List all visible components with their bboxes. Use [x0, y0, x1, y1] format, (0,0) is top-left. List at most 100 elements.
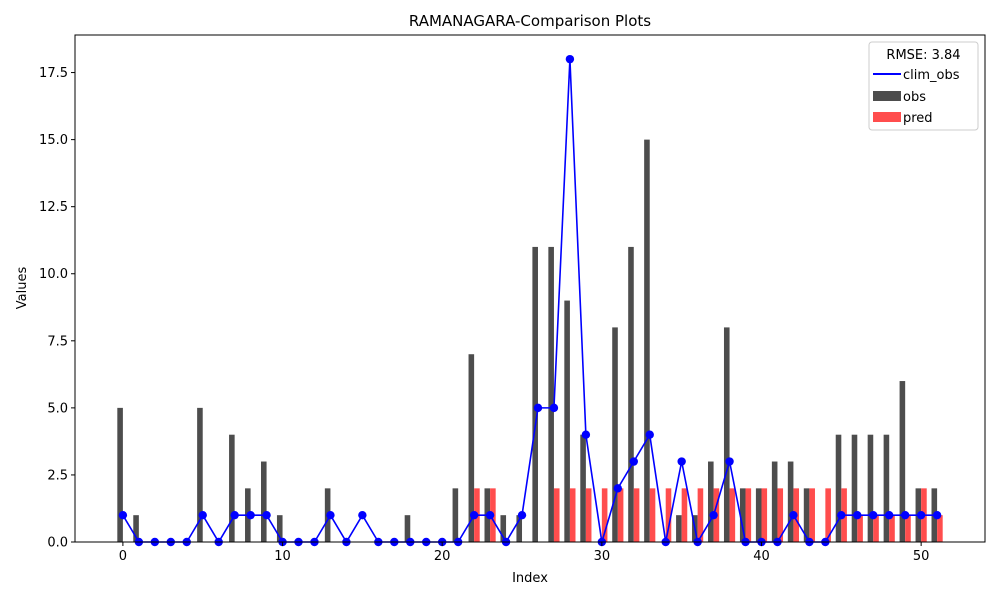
obs-bar: [835, 434, 842, 542]
obs-bar: [883, 434, 890, 542]
obs-bar: [676, 515, 682, 542]
obs-bar: [787, 461, 794, 542]
obs-bar: [612, 327, 618, 542]
clim-obs-point: [709, 510, 718, 520]
x-tick-label: 10: [274, 549, 291, 564]
clim-obs-point: [916, 510, 926, 520]
pred-bar: [809, 488, 815, 542]
obs-bar: [723, 327, 730, 542]
clim-obs-point: [613, 484, 623, 493]
obs-bar: [899, 381, 906, 542]
obs-bar: [532, 246, 538, 542]
clim-obs-point: [725, 457, 734, 466]
clim-obs-point: [885, 510, 894, 520]
clim-obs-point: [789, 510, 798, 520]
legend-title: RMSE: 3.84: [886, 48, 960, 63]
y-tick-label: 10.0: [39, 267, 68, 282]
clim-obs-point: [533, 403, 543, 413]
y-tick-label: 7.5: [47, 334, 68, 349]
x-tick-label: 50: [913, 549, 930, 564]
clim-obs-point: [549, 403, 559, 413]
y-tick-label: 17.5: [39, 66, 68, 81]
clim-obs-point: [198, 510, 207, 520]
clim-obs-point: [485, 510, 495, 520]
clim-obs-point: [900, 510, 910, 520]
pred-bar: [665, 488, 672, 542]
pred-bar: [729, 488, 736, 542]
clim-obs-point: [581, 430, 591, 439]
legend-pred-handle: [873, 112, 901, 122]
pred-bar: [825, 488, 831, 542]
obs-bar: [771, 461, 778, 542]
obs-bar: [755, 488, 762, 542]
clim-obs-point: [246, 510, 255, 520]
pred-bar: [553, 488, 560, 542]
y-tick-label: 15.0: [39, 133, 68, 148]
legend-box: [868, 41, 979, 131]
obs-bar: [260, 461, 267, 542]
clim-obs-point: [469, 510, 479, 520]
pred-bar: [617, 488, 624, 542]
clim-obs-point: [565, 54, 575, 64]
obs-bar: [564, 300, 570, 542]
obs-bar: [197, 407, 203, 542]
clim-obs-point: [869, 510, 878, 520]
plot-area: 0 10 20 30 40 50 0.0 2.5 5.0 7.5 10.0 12.5 15.0 17.5: [39, 34, 986, 564]
obs-bar: [739, 488, 746, 542]
y-tick-label: 12.5: [39, 200, 68, 215]
obs-bar: [117, 407, 123, 542]
obs-bar: [500, 515, 507, 542]
obs-bar: [580, 434, 586, 542]
x-tick-label: 30: [594, 549, 611, 564]
pred-bar: [585, 488, 592, 542]
obs-bar: [628, 246, 634, 542]
pred-bar: [777, 488, 784, 542]
obs-bar: [516, 515, 523, 542]
obs-bar: [229, 434, 235, 542]
legend-obs-handle: [873, 91, 901, 101]
obs-bar: [644, 139, 650, 542]
x-axis-label: Index: [512, 571, 548, 586]
pred-bar: [745, 488, 752, 542]
obs-bar: [276, 515, 283, 542]
axes-frame: [74, 34, 986, 543]
clim-obs-point: [677, 457, 686, 466]
pred-bar: [681, 488, 688, 542]
pred-bar: [633, 488, 640, 542]
pred-bar: [905, 515, 911, 542]
y-tick-label: 0.0: [47, 536, 68, 551]
clim-obs-point: [358, 510, 367, 520]
clim-obs-point: [629, 457, 638, 466]
pred-bar: [857, 515, 863, 542]
clim-obs-point: [932, 510, 942, 520]
pred-bar: [761, 488, 768, 542]
clim-obs-point: [326, 510, 335, 520]
pred-bar: [873, 515, 879, 542]
pred-bar: [649, 488, 656, 542]
chart-title: RAMANAGARA-Comparison Plots: [409, 12, 651, 30]
legend-obs-label: obs: [903, 90, 926, 105]
x-tick-label: 20: [434, 549, 451, 564]
pred-bar: [697, 488, 704, 542]
legend-pred-label: pred: [903, 111, 933, 126]
obs-bar: [803, 488, 810, 542]
obs-bar: [851, 434, 858, 542]
clim-obs-point: [517, 510, 527, 520]
y-axis-label: Values: [15, 267, 30, 310]
clim-obs-point: [853, 510, 862, 520]
clim-obs-point: [262, 510, 271, 520]
x-tick-label: 40: [753, 549, 770, 564]
clim-obs-point: [837, 510, 846, 520]
clim-obs-point: [118, 510, 128, 520]
obs-bar: [867, 434, 874, 542]
y-tick-label: 2.5: [47, 468, 68, 483]
clim-obs-line: [122, 59, 938, 545]
pred-bar: [889, 515, 895, 542]
pred-bar: [937, 515, 943, 542]
pred-bar: [601, 488, 608, 542]
pred-bar: [569, 488, 576, 542]
obs-bar: [404, 515, 411, 542]
